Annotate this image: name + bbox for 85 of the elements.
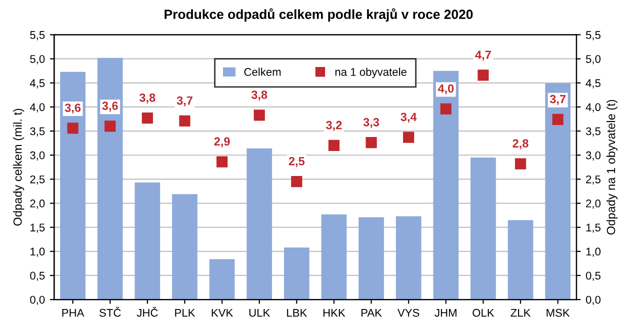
- point: [291, 176, 302, 188]
- bar: [97, 58, 123, 300]
- legend-label: na 1 obyvatele: [335, 68, 406, 78]
- y-tick-label: 2,5: [30, 175, 45, 185]
- y-tick-label: 4,0: [30, 103, 45, 112]
- data-label: 3,3: [363, 118, 380, 128]
- bar: [433, 70, 459, 300]
- data-label: 3,8: [139, 93, 156, 104]
- x-tick-label: PAK: [361, 308, 382, 317]
- y2-tick-label: 0,0: [586, 296, 601, 306]
- data-label: 3,6: [64, 104, 81, 114]
- x-tick-label: ULK: [249, 308, 270, 317]
- data-label: 3,7: [550, 94, 566, 105]
- data-label: 2,5: [288, 157, 305, 168]
- point: [514, 158, 526, 170]
- x-tick-label: OLK: [472, 308, 494, 317]
- bar: [172, 194, 198, 300]
- y-tick-label: 5,0: [30, 55, 45, 64]
- x-tick-label: PLK: [175, 308, 196, 317]
- point: [552, 114, 564, 126]
- y-tick-label: 0,0: [30, 296, 45, 306]
- y2-tick-label: 0,5: [586, 272, 600, 281]
- x-tick-label: MSK: [546, 308, 570, 317]
- bar: [321, 214, 347, 300]
- data-label: 2,8: [512, 139, 528, 150]
- data-label: 3,4: [400, 112, 417, 123]
- point: [254, 110, 265, 121]
- y-tick-label: 3,0: [30, 151, 45, 161]
- bar: [508, 220, 534, 300]
- data-label: 2,9: [214, 137, 230, 148]
- x-tick-label: LBK: [287, 308, 308, 317]
- x-tick-label: HKK: [323, 308, 346, 317]
- data-label: 4,0: [438, 84, 454, 94]
- x-tick-label: JHČ: [136, 306, 158, 317]
- bar: [396, 216, 422, 300]
- y2-tick-label: 4,5: [586, 79, 600, 88]
- bar: [246, 148, 272, 300]
- x-tick-label: KVK: [212, 308, 234, 317]
- y-tick-label: 0,5: [30, 272, 45, 281]
- bar: [209, 259, 235, 300]
- y2-tick-label: 2,5: [586, 175, 600, 185]
- y-tick-label: 5,5: [30, 31, 45, 40]
- point: [67, 122, 78, 134]
- y-tick-label: 4,5: [30, 79, 45, 88]
- x-tick-label: VYS: [398, 308, 420, 317]
- data-label: 3,2: [326, 120, 342, 131]
- y-tick-label: 2,0: [30, 200, 45, 209]
- x-tick-label: ZLK: [510, 308, 531, 317]
- bar: [60, 72, 86, 300]
- y2-axis-title: Odpady na 1 obyvatele (t): [606, 100, 618, 235]
- bar: [358, 217, 384, 300]
- data-label: 4,7: [475, 50, 491, 61]
- y-tick-label: 3,5: [30, 127, 45, 136]
- y2-tick-label: 5,5: [586, 31, 600, 40]
- x-tick-label: PHA: [62, 308, 84, 317]
- point: [440, 103, 452, 114]
- point: [216, 156, 228, 168]
- y2-tick-label: 3,5: [586, 127, 600, 136]
- y2-tick-label: 2,0: [586, 200, 601, 209]
- y-tick-label: 1,5: [30, 224, 45, 233]
- y2-tick-label: 4,0: [586, 103, 601, 112]
- chart-title: Produkce odpadů celkem podle krajů v roce 2020: [164, 8, 473, 22]
- y-axis-title: Odpady celkem (mil. t): [13, 108, 24, 226]
- y2-tick-label: 1,5: [586, 224, 600, 233]
- bar: [545, 83, 571, 300]
- x-tick-label: STČ: [100, 306, 121, 317]
- point: [328, 140, 340, 152]
- data-label: 3,8: [251, 90, 268, 101]
- point: [179, 115, 190, 126]
- y2-tick-label: 1,0: [586, 248, 601, 257]
- point: [478, 70, 489, 81]
- bar: [134, 182, 160, 300]
- bar: [470, 158, 496, 300]
- y2-tick-label: 5,0: [586, 55, 601, 64]
- bar: [284, 248, 310, 300]
- data-label: 3,7: [176, 96, 192, 106]
- point: [366, 137, 377, 148]
- point: [142, 112, 153, 124]
- point: [104, 120, 116, 132]
- y2-tick-label: 3,0: [586, 151, 601, 161]
- data-label: 3,6: [102, 102, 118, 112]
- legend-label: Celkem: [244, 68, 281, 76]
- x-tick-label: JHM: [434, 308, 456, 317]
- point: [403, 132, 414, 143]
- y-tick-label: 1,0: [30, 248, 45, 257]
